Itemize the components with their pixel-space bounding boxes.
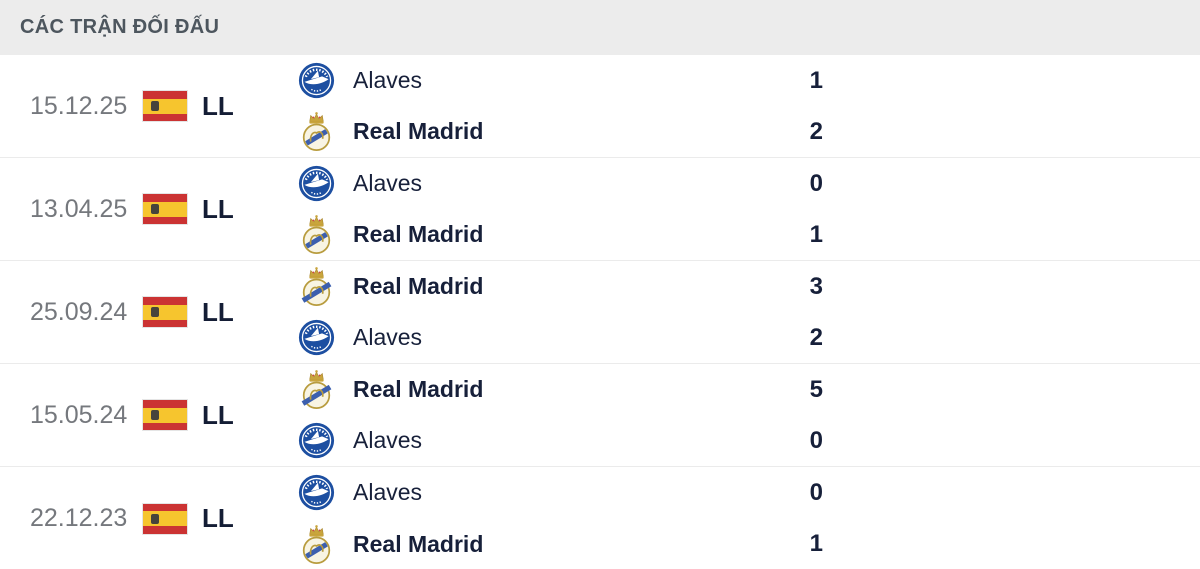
real-madrid-logo-icon bbox=[302, 215, 330, 254]
match-date: 13.04.25 bbox=[30, 194, 128, 223]
match-date: 15.12.25 bbox=[30, 91, 128, 120]
panel-title: CÁC TRẬN ĐỐI ĐẤU bbox=[20, 16, 220, 38]
match-row[interactable]: 22.12.23 LL bbox=[0, 467, 1200, 569]
alaves-logo-icon bbox=[298, 62, 334, 99]
team-score: 2 bbox=[809, 117, 823, 145]
competition-label: LL bbox=[202, 296, 234, 327]
team-line[interactable]: Alaves 0 bbox=[295, 467, 841, 519]
match-date: 25.09.24 bbox=[30, 297, 128, 326]
team-score: 1 bbox=[809, 530, 823, 558]
team-line[interactable]: Real Madrid 1 bbox=[295, 209, 841, 260]
team-line[interactable]: Real Madrid 1 bbox=[295, 519, 841, 569]
match-date: 22.12.23 bbox=[30, 504, 128, 532]
team-name: Alaves bbox=[353, 427, 423, 453]
team-name: Real Madrid bbox=[353, 273, 484, 299]
spain-flag-icon bbox=[143, 400, 187, 430]
spain-flag-icon bbox=[143, 91, 187, 121]
real-madrid-logo-icon bbox=[302, 370, 330, 409]
match-row[interactable]: 15.05.24 LL bbox=[0, 364, 1200, 467]
team-name: Alaves bbox=[353, 324, 423, 350]
team-score: 2 bbox=[809, 323, 823, 351]
team-name: Real Madrid bbox=[353, 118, 484, 144]
match-row[interactable]: 15.12.25 LL bbox=[0, 55, 1200, 158]
team-name: Alaves bbox=[353, 170, 423, 196]
team-score: 3 bbox=[809, 272, 823, 300]
team-score: 0 bbox=[809, 426, 823, 454]
match-list: 15.12.25 LL bbox=[0, 55, 1200, 569]
panel-header: CÁC TRẬN ĐỐI ĐẤU bbox=[0, 0, 1200, 55]
team-score: 0 bbox=[809, 169, 823, 197]
team-line[interactable]: Real Madrid 2 bbox=[295, 106, 841, 157]
spain-coat-of-arms bbox=[151, 307, 159, 317]
real-madrid-logo-icon bbox=[302, 267, 330, 306]
match-row[interactable]: 13.04.25 LL bbox=[0, 158, 1200, 261]
alaves-logo-icon bbox=[298, 319, 334, 356]
competition-label: LL bbox=[202, 193, 234, 224]
alaves-logo-icon bbox=[298, 165, 334, 202]
team-line[interactable]: Alaves 0 bbox=[295, 415, 841, 466]
spain-coat-of-arms bbox=[151, 513, 159, 524]
team-score: 1 bbox=[809, 220, 823, 248]
team-name: Real Madrid bbox=[353, 376, 484, 402]
spain-flag-icon bbox=[143, 194, 187, 224]
spain-flag-icon bbox=[143, 503, 187, 534]
real-madrid-logo-icon bbox=[302, 112, 330, 151]
match-date: 15.05.24 bbox=[30, 400, 128, 429]
team-name: Alaves bbox=[353, 479, 423, 506]
spain-flag-icon bbox=[143, 297, 187, 327]
team-name: Real Madrid bbox=[353, 530, 484, 557]
team-score: 0 bbox=[809, 478, 823, 506]
alaves-logo-icon bbox=[298, 475, 334, 511]
team-line[interactable]: Alaves 0 bbox=[295, 158, 841, 209]
spain-coat-of-arms bbox=[151, 101, 159, 111]
real-madrid-logo-icon bbox=[302, 524, 330, 564]
spain-coat-of-arms bbox=[151, 204, 159, 214]
competition-label: LL bbox=[202, 399, 234, 430]
spain-coat-of-arms bbox=[151, 410, 159, 420]
competition-label: LL bbox=[202, 503, 234, 533]
alaves-logo-icon bbox=[298, 422, 334, 459]
team-line[interactable]: Alaves 1 bbox=[295, 55, 841, 106]
team-name: Alaves bbox=[353, 67, 423, 93]
team-line[interactable]: Real Madrid 5 bbox=[295, 364, 841, 415]
team-line[interactable]: Alaves 2 bbox=[295, 312, 841, 363]
competition-label: LL bbox=[202, 90, 234, 121]
team-score: 5 bbox=[809, 375, 823, 403]
match-row[interactable]: 25.09.24 LL bbox=[0, 261, 1200, 364]
team-score: 1 bbox=[809, 66, 823, 94]
team-name: Real Madrid bbox=[353, 221, 484, 247]
team-line[interactable]: Real Madrid 3 bbox=[295, 261, 841, 312]
